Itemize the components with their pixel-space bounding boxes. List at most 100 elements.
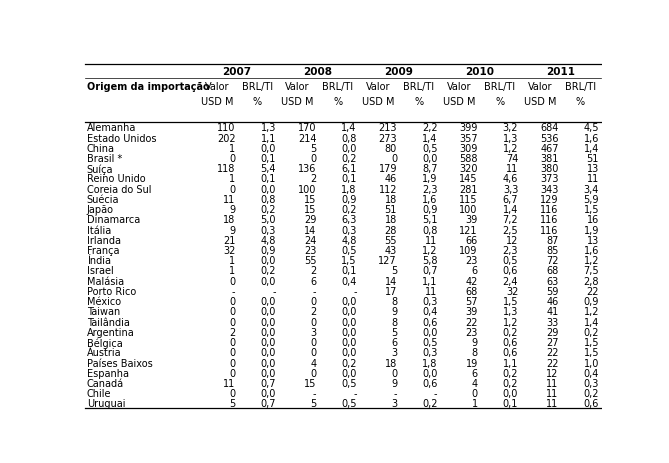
Text: 85: 85 — [546, 246, 559, 256]
Text: 55: 55 — [385, 236, 397, 246]
Text: 467: 467 — [540, 144, 559, 154]
Text: 145: 145 — [460, 175, 478, 184]
Text: 0,2: 0,2 — [260, 267, 276, 276]
Text: Reino Unido: Reino Unido — [87, 175, 145, 184]
Text: 0,2: 0,2 — [341, 154, 357, 164]
Text: 115: 115 — [460, 195, 478, 205]
Text: França: França — [87, 246, 119, 256]
Text: 9: 9 — [472, 338, 478, 348]
Text: 5,4: 5,4 — [260, 164, 276, 174]
Text: 6: 6 — [472, 369, 478, 379]
Text: 15: 15 — [304, 205, 316, 215]
Text: 1,8: 1,8 — [422, 358, 438, 369]
Text: Espanha: Espanha — [87, 369, 128, 379]
Text: 2009: 2009 — [384, 67, 413, 76]
Text: %: % — [576, 97, 585, 106]
Text: 118: 118 — [217, 164, 235, 174]
Text: 0: 0 — [229, 277, 235, 287]
Text: 0,7: 0,7 — [260, 400, 276, 409]
Text: 55: 55 — [304, 256, 316, 266]
Text: 11: 11 — [587, 175, 599, 184]
Text: 0,5: 0,5 — [502, 256, 518, 266]
Text: USD M: USD M — [443, 97, 476, 106]
Text: 5: 5 — [310, 400, 316, 409]
Text: Itália: Itália — [87, 225, 111, 236]
Text: 5: 5 — [229, 400, 235, 409]
Text: 24: 24 — [304, 236, 316, 246]
Text: 380: 380 — [541, 164, 559, 174]
Text: 11: 11 — [547, 379, 559, 389]
Text: 3: 3 — [391, 400, 397, 409]
Text: 0,8: 0,8 — [260, 195, 276, 205]
Text: 0,1: 0,1 — [260, 154, 276, 164]
Text: 0,8: 0,8 — [341, 134, 357, 144]
Text: 1,2: 1,2 — [422, 246, 438, 256]
Text: USD M: USD M — [524, 97, 556, 106]
Text: 63: 63 — [547, 277, 559, 287]
Text: 309: 309 — [460, 144, 478, 154]
Text: 11: 11 — [223, 379, 235, 389]
Text: Valor: Valor — [286, 82, 310, 92]
Text: 214: 214 — [298, 134, 316, 144]
Text: 8,7: 8,7 — [422, 164, 438, 174]
Text: 121: 121 — [460, 225, 478, 236]
Text: 14: 14 — [385, 277, 397, 287]
Text: 0,0: 0,0 — [260, 318, 276, 328]
Text: 11: 11 — [506, 164, 518, 174]
Text: Valor: Valor — [205, 82, 229, 92]
Text: 6,3: 6,3 — [341, 215, 357, 225]
Text: Países Baixos: Países Baixos — [87, 358, 153, 369]
Text: Chile: Chile — [87, 389, 111, 399]
Text: 18: 18 — [385, 358, 397, 369]
Text: Porto Rico: Porto Rico — [87, 287, 136, 297]
Text: 0: 0 — [229, 338, 235, 348]
Text: 0,3: 0,3 — [422, 297, 438, 307]
Text: 7,5: 7,5 — [583, 267, 599, 276]
Text: 0,8: 0,8 — [422, 225, 438, 236]
Text: 1,6: 1,6 — [583, 134, 599, 144]
Text: 0: 0 — [229, 297, 235, 307]
Text: 0: 0 — [310, 318, 316, 328]
Text: 1,3: 1,3 — [260, 123, 276, 133]
Text: 0,1: 0,1 — [260, 175, 276, 184]
Text: 0,5: 0,5 — [422, 144, 438, 154]
Text: Suíça: Suíça — [87, 164, 113, 175]
Text: 0,0: 0,0 — [260, 348, 276, 358]
Text: 136: 136 — [298, 164, 316, 174]
Text: 2,3: 2,3 — [502, 246, 518, 256]
Text: 0,0: 0,0 — [341, 307, 357, 318]
Text: 0,0: 0,0 — [341, 338, 357, 348]
Text: 41: 41 — [547, 307, 559, 318]
Text: 22: 22 — [546, 358, 559, 369]
Text: 1,4: 1,4 — [422, 134, 438, 144]
Text: 116: 116 — [541, 225, 559, 236]
Text: 0,2: 0,2 — [341, 205, 357, 215]
Text: 6: 6 — [310, 277, 316, 287]
Text: 87: 87 — [546, 236, 559, 246]
Text: 4,8: 4,8 — [341, 236, 357, 246]
Text: 0,9: 0,9 — [422, 205, 438, 215]
Text: 80: 80 — [385, 144, 397, 154]
Text: 18: 18 — [223, 215, 235, 225]
Text: 8: 8 — [391, 297, 397, 307]
Text: 1: 1 — [229, 144, 235, 154]
Text: 9: 9 — [229, 225, 235, 236]
Text: 1,5: 1,5 — [583, 205, 599, 215]
Text: 320: 320 — [460, 164, 478, 174]
Text: USD M: USD M — [282, 97, 314, 106]
Text: Argentina: Argentina — [87, 328, 134, 338]
Text: 0,0: 0,0 — [260, 358, 276, 369]
Text: 0,6: 0,6 — [583, 400, 599, 409]
Text: 2,4: 2,4 — [502, 277, 518, 287]
Text: 13: 13 — [587, 164, 599, 174]
Text: 0,1: 0,1 — [503, 400, 518, 409]
Text: 1,3: 1,3 — [503, 134, 518, 144]
Text: 0,0: 0,0 — [260, 144, 276, 154]
Text: 0,0: 0,0 — [422, 154, 438, 164]
Text: 13: 13 — [587, 236, 599, 246]
Text: 3,3: 3,3 — [503, 185, 518, 195]
Text: 12: 12 — [546, 369, 559, 379]
Text: 273: 273 — [379, 134, 397, 144]
Text: USD M: USD M — [201, 97, 233, 106]
Text: 6,7: 6,7 — [502, 195, 518, 205]
